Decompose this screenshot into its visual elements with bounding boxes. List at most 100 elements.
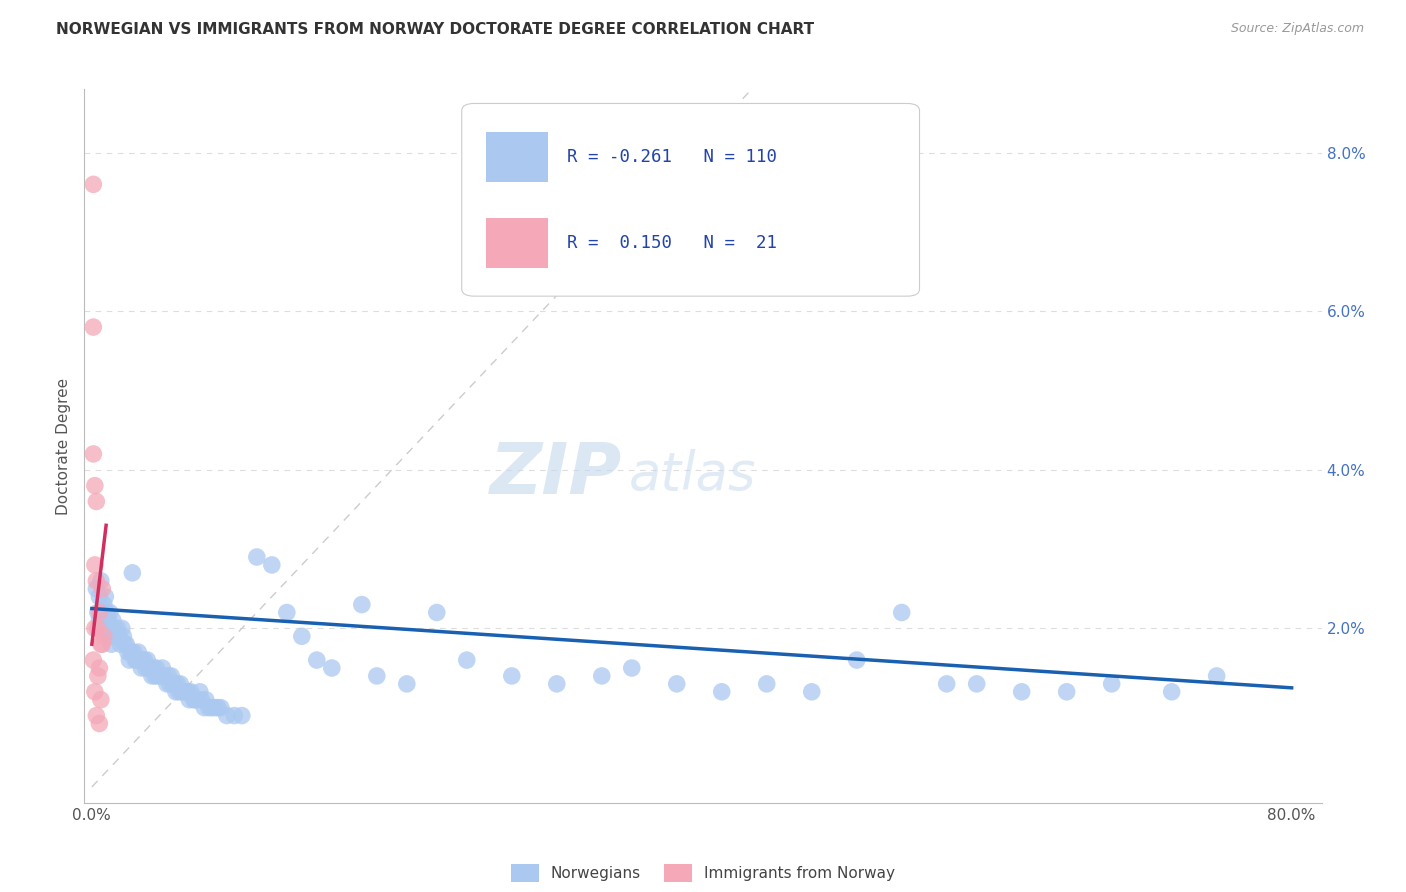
Point bbox=[456, 653, 478, 667]
Point bbox=[755, 677, 778, 691]
FancyBboxPatch shape bbox=[461, 103, 920, 296]
Point bbox=[143, 669, 166, 683]
Point bbox=[146, 669, 169, 683]
Point bbox=[845, 653, 868, 667]
Point bbox=[173, 685, 195, 699]
Point bbox=[165, 685, 187, 699]
Point bbox=[291, 629, 314, 643]
Point bbox=[86, 494, 108, 508]
Point bbox=[93, 629, 115, 643]
Point bbox=[82, 653, 104, 667]
Point bbox=[138, 661, 160, 675]
FancyBboxPatch shape bbox=[486, 218, 548, 268]
Point bbox=[103, 621, 125, 635]
Text: R = -0.261   N = 110: R = -0.261 N = 110 bbox=[567, 148, 778, 166]
Point bbox=[100, 621, 122, 635]
Point bbox=[94, 590, 117, 604]
Point bbox=[231, 708, 253, 723]
Point bbox=[194, 692, 217, 706]
Point bbox=[145, 661, 167, 675]
Point bbox=[1205, 669, 1227, 683]
Point bbox=[163, 677, 186, 691]
Point bbox=[207, 700, 229, 714]
Point bbox=[114, 637, 136, 651]
Point bbox=[321, 661, 343, 675]
Point bbox=[1160, 685, 1182, 699]
Point bbox=[665, 677, 688, 691]
Point bbox=[122, 645, 145, 659]
Point bbox=[96, 606, 118, 620]
Point bbox=[150, 661, 173, 675]
Point bbox=[166, 677, 188, 691]
Point bbox=[186, 692, 208, 706]
Point bbox=[139, 661, 162, 675]
Point bbox=[167, 685, 190, 699]
Point bbox=[170, 685, 193, 699]
Point bbox=[890, 606, 912, 620]
Point bbox=[83, 685, 105, 699]
Point bbox=[966, 677, 988, 691]
Point bbox=[620, 661, 643, 675]
Point bbox=[121, 566, 143, 580]
Point bbox=[90, 574, 112, 588]
Point bbox=[1056, 685, 1078, 699]
Point bbox=[82, 178, 104, 192]
Point bbox=[90, 692, 112, 706]
Point bbox=[93, 614, 115, 628]
Point bbox=[224, 708, 246, 723]
Point bbox=[110, 637, 132, 651]
Point bbox=[800, 685, 823, 699]
Point bbox=[184, 692, 207, 706]
Point bbox=[87, 669, 110, 683]
Text: atlas: atlas bbox=[628, 449, 756, 500]
Point bbox=[176, 685, 198, 699]
Point bbox=[98, 606, 121, 620]
Point bbox=[710, 685, 733, 699]
Point bbox=[183, 692, 205, 706]
Text: Source: ZipAtlas.com: Source: ZipAtlas.com bbox=[1230, 22, 1364, 36]
FancyBboxPatch shape bbox=[486, 132, 548, 182]
Point bbox=[87, 621, 110, 635]
Point bbox=[91, 582, 114, 596]
Point bbox=[157, 669, 180, 683]
Point bbox=[142, 661, 165, 675]
Point bbox=[91, 621, 114, 635]
Point bbox=[198, 700, 221, 714]
Point bbox=[136, 653, 159, 667]
Point bbox=[260, 558, 283, 572]
Point bbox=[100, 637, 122, 651]
Point bbox=[156, 677, 179, 691]
Point bbox=[105, 621, 128, 635]
Point bbox=[86, 574, 108, 588]
Point bbox=[395, 677, 418, 691]
Point bbox=[93, 598, 115, 612]
Point bbox=[162, 677, 184, 691]
Point bbox=[501, 669, 523, 683]
Point bbox=[101, 614, 124, 628]
Point bbox=[190, 692, 212, 706]
Point bbox=[366, 669, 388, 683]
Point bbox=[89, 716, 111, 731]
Point bbox=[127, 645, 149, 659]
Point bbox=[141, 669, 163, 683]
Point bbox=[350, 598, 373, 612]
Point bbox=[87, 606, 110, 620]
Point bbox=[134, 653, 156, 667]
Point bbox=[83, 621, 105, 635]
Point bbox=[89, 590, 111, 604]
Point bbox=[96, 621, 118, 635]
Text: R =  0.150   N =  21: R = 0.150 N = 21 bbox=[567, 234, 778, 252]
Point bbox=[118, 653, 141, 667]
Point bbox=[131, 661, 153, 675]
Point bbox=[117, 645, 139, 659]
Point bbox=[246, 549, 269, 564]
Point bbox=[91, 606, 114, 620]
Point bbox=[132, 653, 155, 667]
Point bbox=[546, 677, 568, 691]
Point bbox=[193, 700, 215, 714]
Point bbox=[97, 614, 120, 628]
Point bbox=[160, 669, 183, 683]
Point bbox=[1011, 685, 1033, 699]
Point bbox=[201, 700, 224, 714]
Point bbox=[89, 606, 111, 620]
